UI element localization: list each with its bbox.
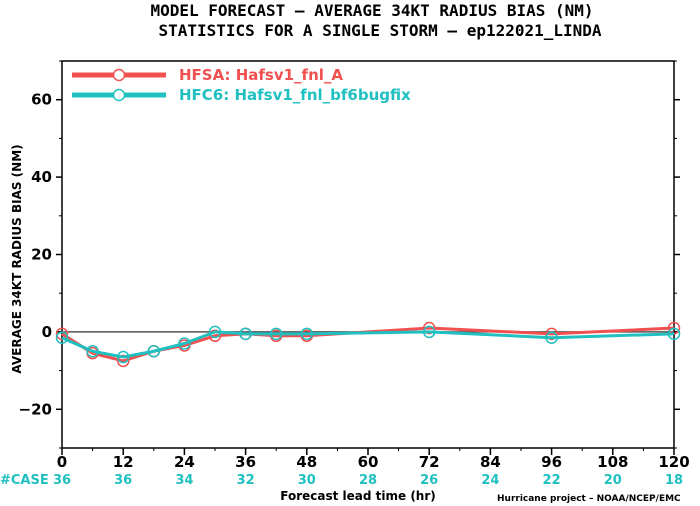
data-point bbox=[86, 345, 99, 358]
data-point bbox=[178, 337, 191, 350]
legend-marker-2 bbox=[112, 88, 126, 102]
case-count: 28 bbox=[359, 473, 377, 488]
x-tick-label: 12 bbox=[113, 453, 134, 471]
x-tick-label: 24 bbox=[174, 453, 195, 471]
data-point bbox=[269, 327, 283, 341]
case-count: 22 bbox=[543, 473, 561, 488]
x-tick-label: 48 bbox=[296, 453, 317, 471]
case-count: 24 bbox=[481, 473, 499, 488]
case-count: 36 bbox=[114, 473, 132, 488]
case-count: 32 bbox=[237, 473, 255, 488]
data-point bbox=[208, 325, 222, 339]
data-point bbox=[116, 354, 130, 368]
x-tick-label: 84 bbox=[480, 453, 501, 471]
legend-label-2: HFC6: Hafsv1_fnl_bf6bugfix bbox=[179, 86, 411, 104]
case-count: 30 bbox=[298, 473, 316, 488]
legend-marker-1 bbox=[112, 68, 126, 82]
y-tick-label: 60 bbox=[31, 91, 52, 109]
y-tick-label: 20 bbox=[31, 246, 52, 264]
x-tick-label: 72 bbox=[419, 453, 440, 471]
case-count: 36 bbox=[53, 473, 71, 488]
data-point bbox=[545, 331, 558, 344]
case-label: #CASE bbox=[0, 473, 49, 488]
data-point bbox=[667, 327, 681, 341]
y-tick-label: 0 bbox=[42, 323, 52, 341]
data-point bbox=[545, 327, 558, 341]
data-point bbox=[116, 350, 130, 364]
data-point bbox=[239, 327, 252, 341]
x-tick-label: 0 bbox=[57, 453, 67, 471]
x-tick-label: 60 bbox=[358, 453, 379, 471]
data-point bbox=[55, 331, 69, 344]
data-point bbox=[300, 327, 314, 341]
case-count: 26 bbox=[420, 473, 438, 488]
chart-title: MODEL FORECAST – AVERAGE 34KT RADIUS BIA… bbox=[150, 1, 593, 20]
x-tick-label: 96 bbox=[541, 453, 562, 471]
data-point bbox=[147, 345, 161, 358]
x-tick-label: 108 bbox=[597, 453, 628, 471]
case-count: 20 bbox=[604, 473, 622, 488]
data-point bbox=[422, 321, 436, 335]
credit-text: Hurricane project – NOAA/NCEP/EMC bbox=[497, 494, 681, 504]
x-axis-label: Forecast lead time (hr) bbox=[280, 489, 436, 503]
series-line-2 bbox=[61, 330, 675, 359]
data-point bbox=[422, 325, 436, 339]
data-point bbox=[208, 329, 222, 343]
x-tick-label: 36 bbox=[235, 453, 256, 471]
y-tick-label: 40 bbox=[31, 168, 52, 186]
plot-frame bbox=[61, 60, 675, 449]
y-tick-label: −20 bbox=[19, 400, 52, 418]
x-tick-label: 120 bbox=[658, 453, 689, 471]
case-count: 18 bbox=[665, 473, 683, 488]
chart-subtitle: STATISTICS FOR A SINGLE STORM – ep122021… bbox=[158, 21, 601, 40]
legend-label-1: HFSA: Hafsv1_fnl_A bbox=[179, 66, 343, 84]
y-axis-label: AVERAGE 34KT RADIUS BIAS (NM) bbox=[10, 144, 24, 373]
data-point bbox=[667, 321, 681, 335]
case-count: 34 bbox=[175, 473, 193, 488]
